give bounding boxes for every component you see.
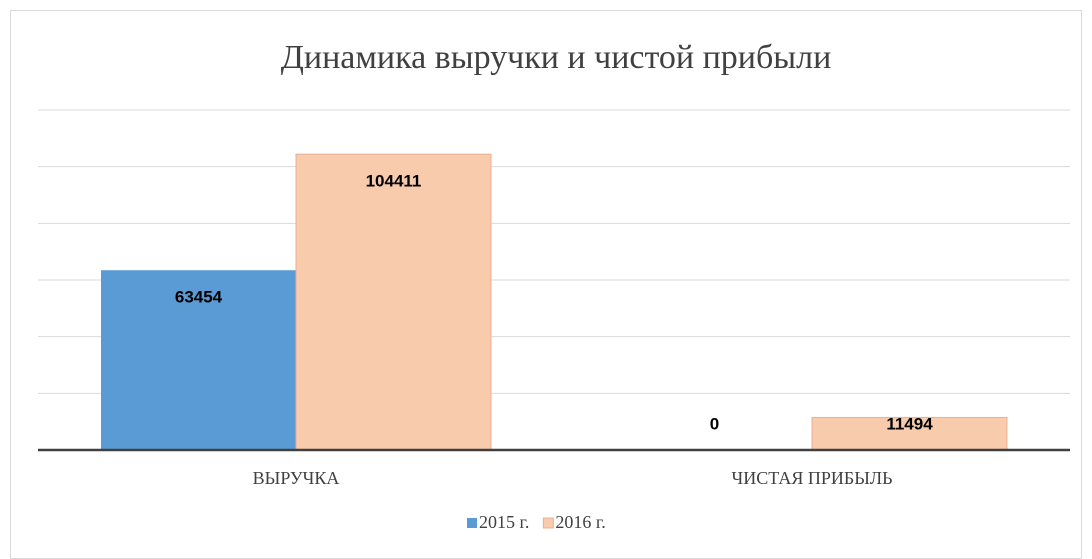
legend-swatch xyxy=(467,518,477,528)
bar xyxy=(295,153,492,451)
data-label: 11494 xyxy=(886,414,933,433)
bar xyxy=(811,416,1008,451)
x-tick-label: ВЫРУЧКА xyxy=(253,468,340,488)
x-tick-label: ЧИСТАЯ ПРИБЫЛЬ xyxy=(732,468,893,488)
chart-title: Динамика выручки и чистой прибыли xyxy=(281,39,832,76)
data-label: 104411 xyxy=(366,172,422,191)
legend-label: 2015 г. xyxy=(479,512,529,532)
data-label: 63454 xyxy=(175,288,223,307)
data-label: 0 xyxy=(710,414,719,433)
bar xyxy=(101,270,296,450)
legend-label: 2016 г. xyxy=(555,512,605,532)
legend-swatch xyxy=(542,517,554,529)
